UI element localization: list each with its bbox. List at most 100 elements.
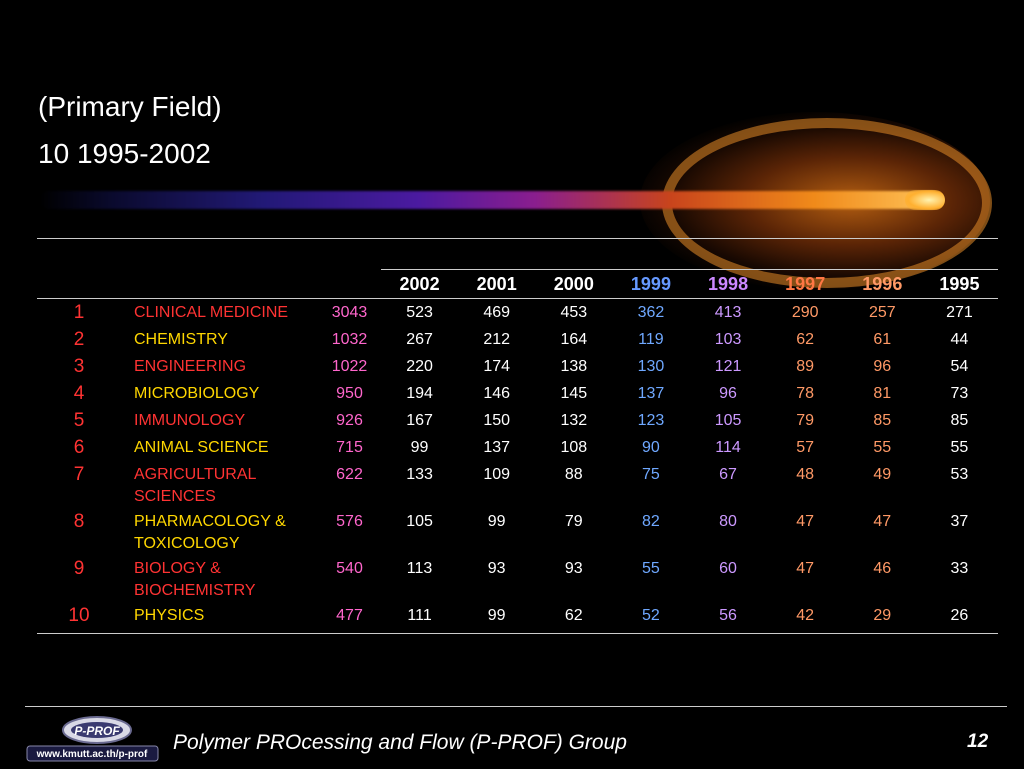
cell-year-1999: 362 <box>637 304 665 321</box>
year-header-row: 2002 2001 2000 1999 1998 1997 1996 1995 <box>37 269 998 299</box>
cell-year-1997: 89 <box>796 358 815 375</box>
cell-year-2002: 99 <box>410 439 429 456</box>
cell-year-2000: 79 <box>564 513 583 530</box>
cell-year-1996: 55 <box>873 439 892 456</box>
cell-year-1998: 96 <box>719 385 737 402</box>
svg-text:P-PROF: P-PROF <box>74 724 120 738</box>
cell-total: 926 <box>336 412 363 429</box>
col-header-field <box>121 238 318 299</box>
table-row: 1 CLINICAL MEDICINE 3043 523 469 453 362 413 290… <box>37 299 998 327</box>
cell-year-2000: 62 <box>535 602 613 634</box>
col-header-year-1997: 1997 <box>766 269 844 299</box>
cell-field: AGRICULTURAL SCIENCES <box>134 466 256 505</box>
cell-year-2000: 93 <box>564 560 583 577</box>
cell-year-2000: 145 <box>560 385 588 402</box>
cell-year-2001: 99 <box>458 602 536 634</box>
cell-rank: 7 <box>73 464 85 485</box>
cell-year-2002: 194 <box>406 385 433 402</box>
table-body: 1 CLINICAL MEDICINE 3043 523 469 453 362 413 290… <box>37 299 998 634</box>
cell-year-2001: 174 <box>483 358 511 375</box>
cell-field: PHARMACOLOGY & TOXICOLOGY <box>134 513 286 552</box>
cell-year-1998: 413 <box>714 304 742 321</box>
cell-year-1997: 78 <box>796 385 815 402</box>
cell-field: ANIMAL SCIENCE <box>134 439 269 456</box>
cell-year-1996: 257 <box>868 304 896 321</box>
cell-year-1998: 60 <box>719 560 737 577</box>
cell-year-2000: 164 <box>560 331 588 348</box>
cell-rank: 8 <box>73 511 85 532</box>
cell-year-2002: 113 <box>406 560 433 577</box>
cell-year-2000: 108 <box>560 439 588 456</box>
page-number: 12 <box>967 731 989 752</box>
cell-rank: 1 <box>73 302 85 323</box>
cell-year-2000: 138 <box>560 358 588 375</box>
col-header-year-2000: 2000 <box>535 269 613 299</box>
cell-year-1998: 114 <box>715 439 741 456</box>
cell-year-1995: 33 <box>950 560 969 577</box>
title-top-count: 10 <box>38 138 70 169</box>
cell-year-1999: 119 <box>638 331 664 348</box>
cell-year-1999: 52 <box>612 602 690 634</box>
cell-year-1996: 96 <box>873 358 892 375</box>
cell-year-2002: 105 <box>406 513 433 530</box>
cell-year-1998: 67 <box>719 466 737 483</box>
title-years: 1995-2002 <box>76 138 211 169</box>
cell-rank: 4 <box>73 383 85 404</box>
table-header-row <box>37 238 998 299</box>
cell-year-1997: 57 <box>796 439 815 456</box>
cell-year-2002: 220 <box>406 358 433 375</box>
cell-year-1997: 47 <box>796 560 815 577</box>
footer-divider <box>25 706 1007 707</box>
cell-year-1995: 73 <box>950 385 969 402</box>
table-row: 6 ANIMAL SCIENCE 715 99 137 108 90 114 57 55 55 <box>37 434 998 461</box>
cell-year-1996: 29 <box>843 602 921 634</box>
col-header-year-2002: 2002 <box>381 269 459 299</box>
table-row: 7 AGRICULTURAL SCIENCES 622 133 109 88 75 67 48 4… <box>37 461 998 508</box>
cell-year-1999: 130 <box>637 358 665 375</box>
cell-rank: 6 <box>73 437 85 458</box>
cell-year-1998: 121 <box>714 358 742 375</box>
table-row: 2 CHEMISTRY 1032 267 212 164 119 103 62 61 44 <box>37 326 998 353</box>
publications-table: 2002 2001 2000 1999 1998 1997 1996 1995 1 CLINIC… <box>37 238 998 634</box>
cell-year-1995: 26 <box>920 602 998 634</box>
table-row: 4 MICROBIOLOGY 950 194 146 145 137 96 78 81 73 <box>37 380 998 407</box>
col-header-year-1998: 1998 <box>689 269 767 299</box>
cell-year-1999: 75 <box>642 466 660 483</box>
cell-year-1997: 48 <box>796 466 815 483</box>
cell-year-1996: 46 <box>873 560 892 577</box>
cell-year-1998: 105 <box>714 412 742 429</box>
title-line-1: (Primary Field) <box>38 84 738 131</box>
table-row: 8 PHARMACOLOGY & TOXICOLOGY 576 105 99 79 82 80… <box>37 508 998 555</box>
cell-year-2000: 453 <box>560 304 588 321</box>
cell-year-1999: 82 <box>642 513 660 530</box>
col-header-year-1996: 1996 <box>843 269 921 299</box>
cell-rank: 10 <box>37 602 121 634</box>
table-row: 3 ENGINEERING 1022 220 174 138 130 121 89 96 54 <box>37 353 998 380</box>
svg-text:www.kmutt.ac.th/p-prof: www.kmutt.ac.th/p-prof <box>36 749 148 760</box>
cell-total: 3043 <box>331 304 368 321</box>
title-line-2: 10 1995-2002 <box>38 131 738 178</box>
cell-year-2002: 267 <box>406 331 433 348</box>
cell-year-1995: 37 <box>950 513 969 530</box>
cell-total: 540 <box>336 560 363 577</box>
cell-rank: 9 <box>73 558 85 579</box>
cell-year-1996: 49 <box>873 466 892 483</box>
cell-total: 950 <box>336 385 363 402</box>
cell-year-2000: 132 <box>560 412 588 429</box>
cell-year-1997: 290 <box>791 304 819 321</box>
cell-year-1996: 47 <box>873 513 892 530</box>
table-row: 5 IMMUNOLOGY 926 167 150 132 123 105 79 85 85 <box>37 407 998 434</box>
cell-year-1996: 61 <box>873 331 892 348</box>
col-header-year-2001: 2001 <box>458 269 536 299</box>
cell-year-1999: 55 <box>642 560 660 577</box>
slide-title: (Primary Field) 10 1995-2002 <box>38 84 738 178</box>
cell-total: 576 <box>336 513 363 530</box>
cell-rank: 5 <box>73 410 85 431</box>
cell-year-1998: 56 <box>689 602 767 634</box>
table-row: 9 BIOLOGY & BIOCHEMISTRY 540 113 93 93 55 60 47 4… <box>37 555 998 602</box>
cell-total: 1032 <box>331 331 368 348</box>
title-primary-field: (Primary Field) <box>38 91 222 122</box>
cell-year-1998: 80 <box>719 513 737 530</box>
cell-year-1995: 55 <box>950 439 969 456</box>
cell-year-2001: 137 <box>483 439 511 456</box>
